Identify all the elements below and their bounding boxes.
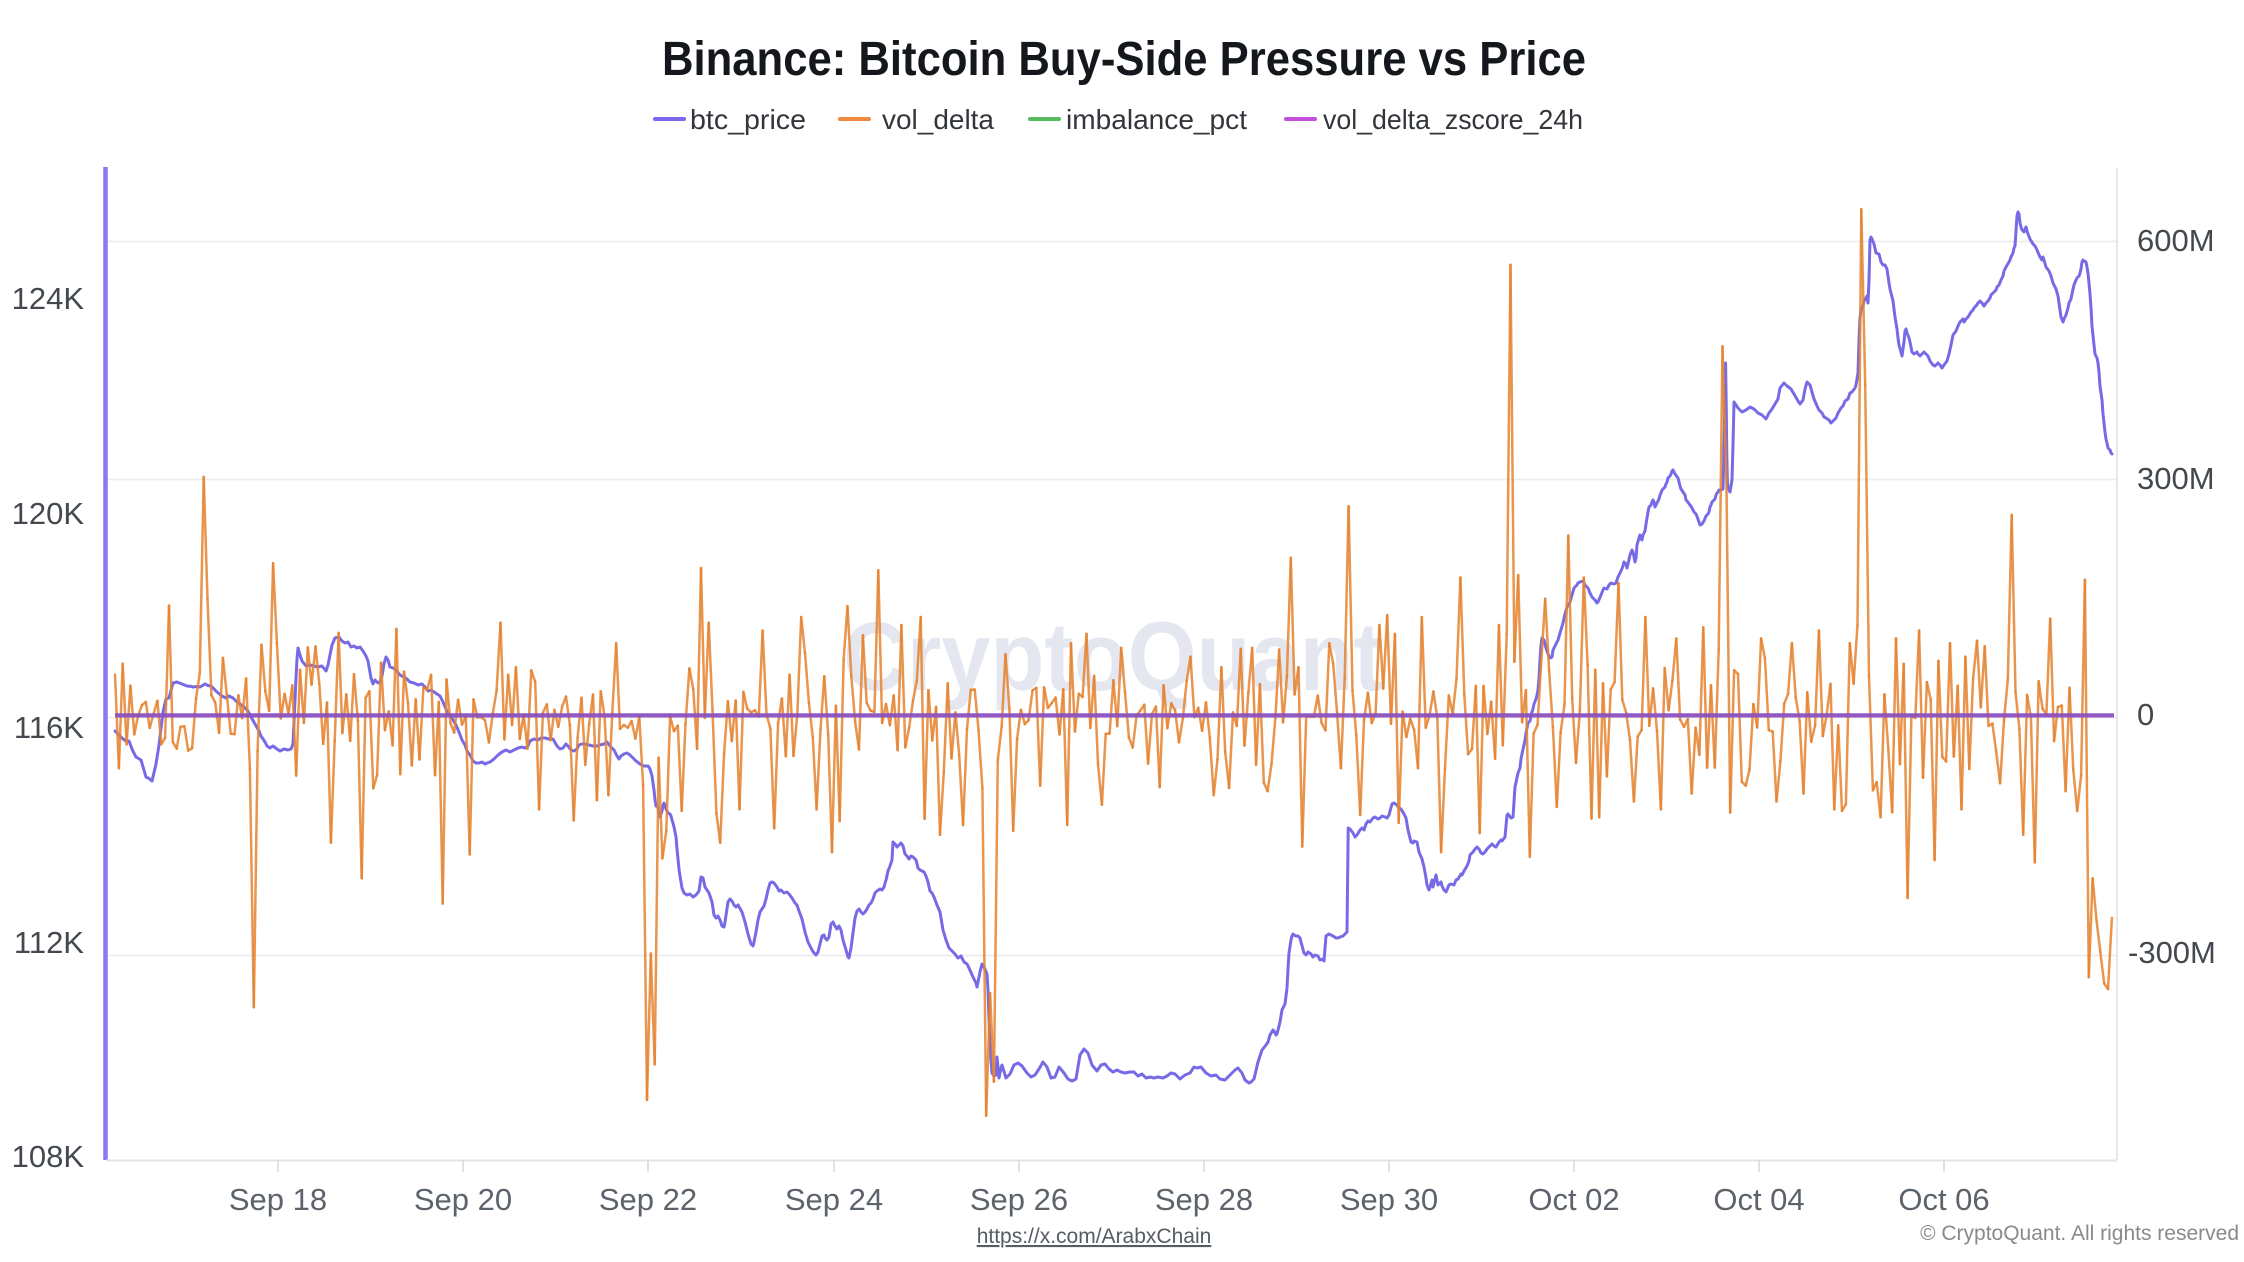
svg-text:116K: 116K (14, 710, 84, 745)
svg-text:120K: 120K (12, 496, 85, 531)
svg-text:300M: 300M (2137, 461, 2215, 496)
svg-text:112K: 112K (14, 925, 84, 960)
svg-text:Sep 22: Sep 22 (599, 1182, 697, 1217)
svg-text:Sep 20: Sep 20 (414, 1182, 512, 1217)
svg-text:© CryptoQuant. All rights rese: © CryptoQuant. All rights reserved (1920, 1222, 2239, 1245)
svg-text:Sep 30: Sep 30 (1340, 1182, 1438, 1217)
svg-text:Oct 02: Oct 02 (1528, 1182, 1619, 1217)
svg-text:vol_delta_zscore_24h: vol_delta_zscore_24h (1323, 104, 1583, 135)
svg-text:124K: 124K (12, 281, 85, 316)
svg-text:600M: 600M (2137, 223, 2215, 258)
svg-text:vol_delta: vol_delta (882, 104, 994, 135)
svg-text:0: 0 (2137, 697, 2154, 732)
svg-text:Sep 28: Sep 28 (1155, 1182, 1253, 1217)
svg-text:108K: 108K (12, 1139, 85, 1174)
svg-text:Sep 18: Sep 18 (229, 1182, 327, 1217)
svg-text:Oct 04: Oct 04 (1713, 1182, 1804, 1217)
svg-text:imbalance_pct: imbalance_pct (1066, 104, 1247, 135)
svg-text:https://x.com/ArabxChain: https://x.com/ArabxChain (977, 1225, 1212, 1248)
svg-text:Oct 06: Oct 06 (1898, 1182, 1989, 1217)
svg-text:Sep 24: Sep 24 (785, 1182, 883, 1217)
svg-text:btc_price: btc_price (690, 104, 806, 135)
svg-text:-300M: -300M (2128, 935, 2216, 970)
svg-text:Sep 26: Sep 26 (970, 1182, 1068, 1217)
svg-text:Binance: Bitcoin Buy-Side Pres: Binance: Bitcoin Buy-Side Pressure vs Pr… (662, 33, 1586, 86)
